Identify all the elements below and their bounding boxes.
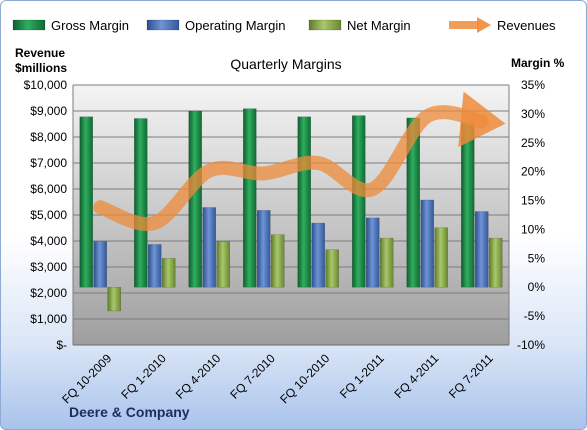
gross-margin-bar <box>406 117 420 288</box>
net-margin-bar <box>489 237 503 288</box>
net-margin-bar <box>107 286 121 312</box>
left-tick-label: $10,000 <box>24 78 68 92</box>
net-margin-bar <box>434 227 448 288</box>
revenue-line <box>93 91 506 231</box>
legend-revenues-arrow <box>477 17 491 33</box>
right-axis-ticks: -10% -5% 0% 5% 10% 15% 20% 25% 30% 35% <box>517 78 545 352</box>
gross-margin-bar <box>188 110 202 288</box>
left-tick-label: $3,000 <box>30 260 67 274</box>
operating-margin-bar <box>148 244 162 288</box>
gross-margin-bar <box>79 116 93 288</box>
legend-revenues-label: Revenues <box>497 18 556 33</box>
left-tick-label: $6,000 <box>30 182 67 196</box>
left-axis-ticks: $- $1,000 $2,000 $3,000 $4,000 $5,000 $6,000 $7… <box>24 78 68 352</box>
x-axis-ticks: FQ 10-2009 FQ 1-2010 FQ 4-2010 FQ 7-2010 FQ … <box>59 351 496 406</box>
operating-margin-bar <box>311 222 325 288</box>
left-tick-label: $4,000 <box>30 234 67 248</box>
right-tick-label: 25% <box>521 136 545 150</box>
left-tick-label: $7,000 <box>30 156 67 170</box>
left-axis-label-line-1: Revenue <box>15 46 65 60</box>
right-axis-label: Margin % <box>511 56 565 70</box>
legend-net-margin-swatch <box>308 19 342 31</box>
operating-margin-bar <box>420 199 434 288</box>
x-tick-label: FQ 1-2010 <box>118 351 169 402</box>
net-margin-bar <box>162 258 176 288</box>
net-margin-bar <box>325 249 339 288</box>
operating-margin-bar <box>257 210 271 288</box>
bars <box>79 108 503 312</box>
x-tick-label: FQ 4-2010 <box>173 351 224 402</box>
gross-margin-bar <box>134 118 148 288</box>
operating-margin-bar <box>93 241 107 288</box>
net-margin-bar <box>216 241 230 288</box>
x-tick-label: FQ 7-2011 <box>446 351 496 401</box>
gross-margin-bar <box>297 116 311 288</box>
legend-operating-margin-swatch <box>146 19 180 31</box>
left-tick-label: $2,000 <box>30 286 67 300</box>
gross-margin-bar <box>243 108 257 288</box>
company-name: Deere & Company <box>69 404 190 420</box>
right-tick-label: -5% <box>524 309 546 323</box>
right-tick-label: -10% <box>517 338 545 352</box>
right-tick-label: 15% <box>521 194 545 208</box>
gross-margin-bar <box>461 122 475 288</box>
legend-net-margin-label: Net Margin <box>347 18 411 33</box>
chart-title: Quarterly Margins <box>230 56 341 72</box>
x-tick-label: FQ 1-2011 <box>337 351 387 401</box>
left-tick-label: $1,000 <box>30 312 67 326</box>
x-tick-label: FQ 10-2009 <box>59 351 114 406</box>
revenues-line <box>93 91 506 231</box>
right-tick-label: 20% <box>521 165 545 179</box>
legend-gross-margin-swatch <box>12 19 46 31</box>
right-tick-label: 5% <box>528 251 546 265</box>
left-tick-label: $8,000 <box>30 130 67 144</box>
operating-margin-bar <box>202 207 216 288</box>
left-axis-label-line-2: $millions <box>15 61 67 75</box>
x-tick-label: FQ 4-2011 <box>392 351 442 401</box>
left-tick-label: $- <box>56 338 67 352</box>
legend-operating-margin-label: Operating Margin <box>185 18 285 33</box>
right-tick-label: 30% <box>521 107 545 121</box>
operating-margin-bar <box>475 211 489 288</box>
net-margin-bar <box>380 237 394 288</box>
x-tick-label: FQ 10-2010 <box>277 351 332 406</box>
right-tick-label: 10% <box>521 222 545 236</box>
chart-legend: Gross Margin Operating Margin Net Margin Re… <box>12 17 556 33</box>
right-tick-label: 0% <box>528 280 546 294</box>
gross-margin-bar <box>352 115 366 288</box>
right-tick-label: 35% <box>521 78 545 92</box>
left-tick-label: $5,000 <box>30 208 67 222</box>
x-tick-label: FQ 7-2010 <box>227 351 278 402</box>
operating-margin-bar <box>366 217 380 288</box>
legend-gross-margin-label: Gross Margin <box>51 18 129 33</box>
left-tick-label: $9,000 <box>30 104 67 118</box>
net-margin-bar <box>271 234 285 288</box>
